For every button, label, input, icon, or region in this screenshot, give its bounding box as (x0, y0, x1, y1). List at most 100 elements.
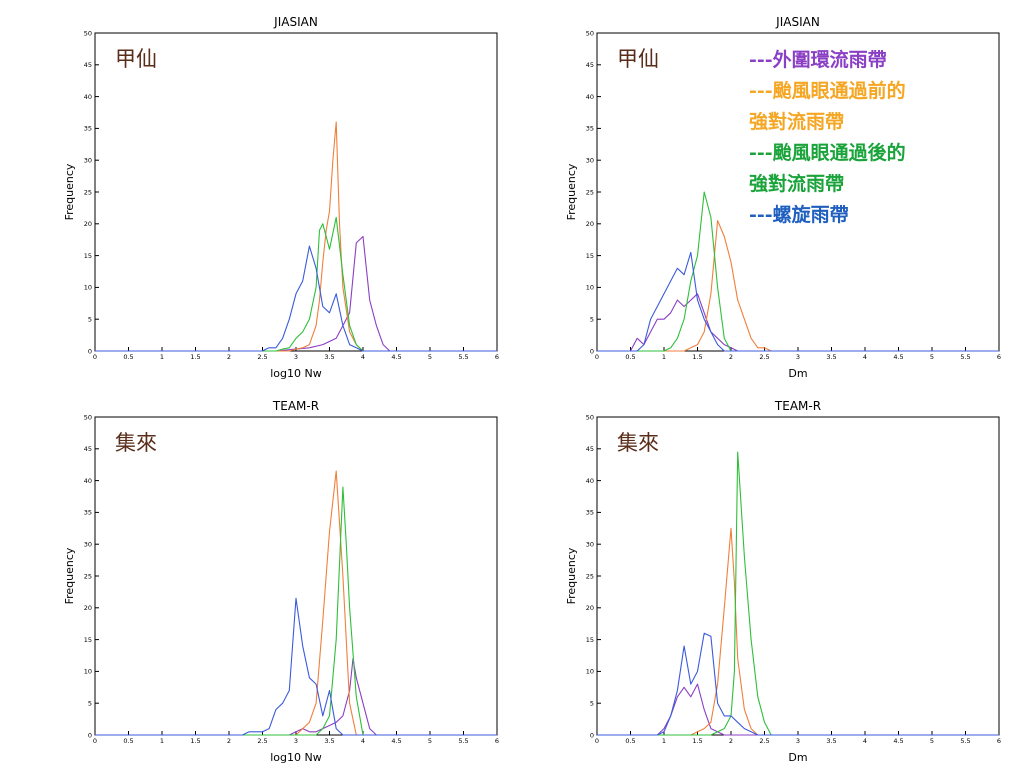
y-tick-label: 15 (586, 252, 594, 260)
x-tick-label: 1 (160, 737, 164, 745)
y-tick-label: 20 (84, 604, 92, 612)
y-tick-label: 5 (88, 700, 92, 708)
x-tick-label: 3.5 (826, 353, 836, 361)
x-axis-label: Dm (788, 751, 807, 764)
y-tick-label: 50 (586, 29, 594, 37)
panel-title: TEAM-R (774, 399, 821, 413)
x-tick-label: 1 (160, 353, 164, 361)
y-tick-label: 5 (590, 700, 594, 708)
x-tick-label: 4.5 (893, 737, 903, 745)
x-tick-label: 2 (227, 353, 231, 361)
series-line-post_eye (597, 451, 999, 736)
station-label: 集來 (617, 431, 659, 455)
x-tick-label: 5.5 (458, 353, 468, 361)
x-tick-label: 0.5 (123, 737, 133, 745)
x-tick-label: 3.5 (324, 353, 334, 361)
x-tick-label: 1.5 (692, 737, 702, 745)
y-tick-label: 50 (84, 413, 92, 421)
x-tick-label: 3 (796, 737, 800, 745)
y-tick-label: 35 (84, 509, 92, 517)
series-line-post_eye (597, 191, 999, 352)
x-axis-label: Dm (788, 367, 807, 380)
x-tick-label: 1 (662, 737, 666, 745)
y-tick-label: 45 (84, 61, 92, 69)
y-tick-label: 45 (586, 445, 594, 453)
y-tick-label: 25 (84, 188, 92, 196)
y-tick-label: 30 (84, 157, 92, 165)
y-tick-label: 0 (88, 731, 92, 739)
y-axis-label: Frequency (565, 547, 578, 604)
x-tick-label: 6 (495, 353, 499, 361)
x-tick-label: 0.5 (123, 353, 133, 361)
x-tick-label: 2.5 (759, 737, 769, 745)
x-tick-label: 2 (729, 353, 733, 361)
series-line-outer (597, 683, 999, 736)
y-tick-label: 25 (586, 572, 594, 580)
x-tick-label: 5 (428, 353, 432, 361)
y-tick-label: 30 (586, 541, 594, 549)
y-tick-label: 20 (84, 220, 92, 228)
series-line-outer (95, 658, 497, 736)
y-tick-label: 10 (586, 668, 594, 676)
series-line-spiral (95, 597, 497, 736)
y-tick-label: 40 (84, 93, 92, 101)
legend-entry-2: ---颱風眼通過前的 (749, 79, 906, 102)
x-tick-label: 6 (997, 737, 1001, 745)
legend-entry-3: 強對流雨帶 (749, 172, 844, 195)
y-tick-label: 50 (586, 413, 594, 421)
y-tick-label: 35 (586, 125, 594, 133)
y-axis-label: Frequency (63, 163, 76, 220)
series-line-pre_eye (597, 527, 999, 736)
y-tick-label: 15 (84, 636, 92, 644)
x-tick-label: 3 (294, 353, 298, 361)
plot-frame (94, 416, 498, 736)
legend-entry-1: ---外圍環流雨帶 (749, 48, 887, 71)
x-tick-label: 1.5 (190, 353, 200, 361)
y-tick-label: 25 (586, 188, 594, 196)
chart-panel-2: 0 0.5 1 1.5 2 2.5 3 3.5 4 4.5 5 5.5 6 0 5 10 15 20 25 30 35 4… (565, 15, 1001, 380)
x-tick-label: 4 (863, 737, 867, 745)
y-tick-label: 20 (586, 604, 594, 612)
x-tick-label: 5.5 (458, 737, 468, 745)
x-tick-label: 5 (428, 737, 432, 745)
x-tick-label: 3 (294, 737, 298, 745)
y-tick-label: 45 (586, 61, 594, 69)
x-tick-label: 3 (796, 353, 800, 361)
y-tick-label: 50 (84, 29, 92, 37)
plot-frame (596, 416, 1000, 736)
x-tick-label: 4 (361, 737, 365, 745)
x-tick-label: 2 (227, 737, 231, 745)
x-tick-label: 1.5 (190, 737, 200, 745)
x-tick-label: 2 (729, 737, 733, 745)
panel-title: TEAM-R (272, 399, 319, 413)
x-tick-label: 5 (930, 737, 934, 745)
station-label: 集來 (115, 431, 157, 455)
y-tick-label: 0 (590, 347, 594, 355)
y-tick-label: 35 (586, 509, 594, 517)
x-tick-label: 3.5 (324, 737, 334, 745)
y-tick-label: 5 (88, 316, 92, 324)
y-tick-label: 40 (84, 477, 92, 485)
x-tick-label: 4.5 (391, 353, 401, 361)
y-tick-label: 45 (84, 445, 92, 453)
x-tick-label: 4.5 (391, 737, 401, 745)
chart-panel-1: 0 0.5 1 1.5 2 2.5 3 3.5 4 4.5 5 5.5 6 0 5 10 15 20 25 30 35 4… (63, 15, 499, 380)
y-tick-label: 10 (84, 668, 92, 676)
y-tick-label: 0 (590, 731, 594, 739)
plot-frame (94, 32, 498, 352)
series-line-pre_eye (597, 220, 999, 352)
x-axis-label: log10 Nw (270, 751, 322, 764)
series-line-outer (597, 293, 999, 352)
x-tick-label: 0 (93, 353, 97, 361)
x-tick-label: 5.5 (960, 737, 970, 745)
y-tick-label: 0 (88, 347, 92, 355)
y-tick-label: 5 (590, 316, 594, 324)
x-tick-label: 0 (595, 737, 599, 745)
x-tick-label: 2.5 (759, 353, 769, 361)
x-tick-label: 3.5 (826, 737, 836, 745)
y-tick-label: 35 (84, 125, 92, 133)
y-axis-label: Frequency (63, 547, 76, 604)
station-label: 甲仙 (115, 47, 157, 71)
chart-panel-4: 0 0.5 1 1.5 2 2.5 3 3.5 4 4.5 5 5.5 6 0 5 10 15 20 25 30 35 4… (565, 399, 1001, 764)
